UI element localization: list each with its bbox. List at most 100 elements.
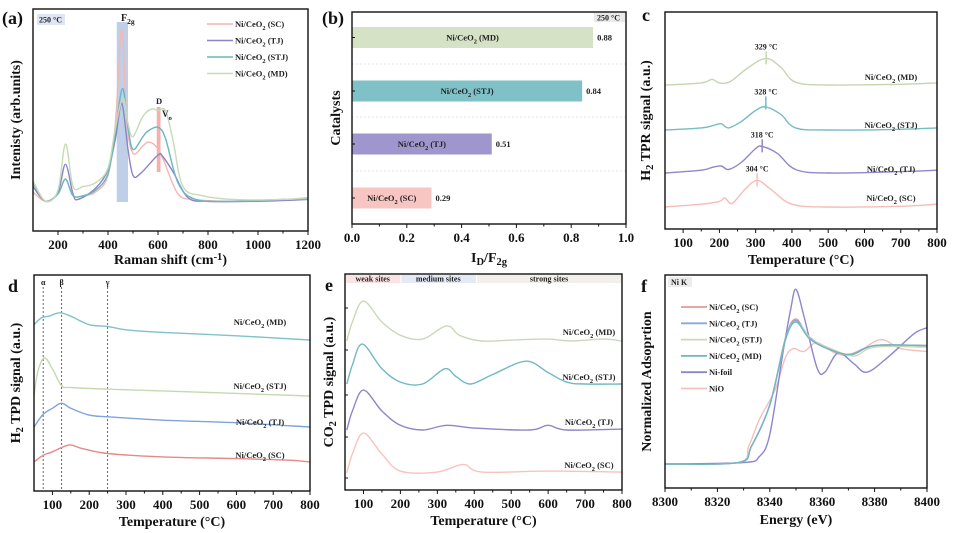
series-line: [33, 402, 311, 428]
x-tick-label: 200: [79, 497, 99, 512]
x-axis-label: Temperature (°C): [119, 515, 226, 530]
bar-category-label: Ni/CeO2 (SC): [367, 193, 416, 206]
legend-label: Ni/CeO2 (MD): [235, 69, 288, 82]
x-tick-label: 0.2: [399, 230, 415, 245]
x-tick-label: 500: [190, 497, 210, 512]
x-tick-label: 600: [855, 235, 875, 250]
legend-label: Ni/CeO2 (STJ): [709, 335, 762, 348]
f2g-label: F2g: [121, 13, 135, 26]
x-tick-label: 300: [116, 497, 136, 512]
edge-label: Ni K: [671, 278, 688, 287]
x-tick-label: 800: [612, 496, 632, 511]
vo-label: Vo: [162, 109, 173, 122]
x-tick-label: 800: [300, 497, 320, 512]
plot-frame: [32, 8, 309, 232]
x-tick-label: 600: [227, 497, 247, 512]
panel-a: (a) 200 400 600 800 1000 1200 250 °C F2g DVo Ni/Ce…: [2, 8, 321, 268]
x-tick-label: 100: [673, 235, 693, 250]
peak-label: 304 °C: [746, 164, 769, 173]
reference-label: β: [59, 278, 63, 287]
condition-label: 250 °C: [39, 16, 62, 25]
y-axis-label: H2 TPR signal (a.u.): [639, 60, 656, 181]
x-tick-label: 100: [43, 497, 63, 512]
legend-label: Ni/CeO2 (SC): [235, 19, 284, 32]
condition-label: 250 °C: [597, 14, 620, 23]
y-axis-label: H2 TPD signal (a.u.): [9, 322, 26, 443]
x-axis-label: Temperature (°C): [748, 253, 855, 268]
panel-label: c: [642, 5, 650, 25]
peak-label: 318 °C: [751, 130, 774, 139]
y-axis-label-wrap: Intenisty (arb.units): [9, 60, 24, 180]
x-tick-label: 400: [782, 235, 802, 250]
series-line: [33, 312, 311, 341]
bar-niceostj: [352, 80, 583, 102]
panel-f: f 8300 8320 8340 8360 8380 8400 Ni K Ni/CeO2 (SC…: [640, 274, 940, 528]
bar-category-label: Ni/CeO2 (MD): [446, 33, 499, 46]
series-line-nifoil: [664, 288, 928, 465]
x-tick-label: 700: [891, 235, 911, 250]
series-label: Ni/CeO2 (TJ): [236, 417, 284, 430]
condition-box: [37, 14, 65, 25]
series-line: [664, 57, 938, 86]
plot-frame: [664, 11, 938, 230]
condition-box: [594, 13, 625, 22]
reference-label: α: [41, 278, 46, 287]
x-tick-label: 0.0: [344, 230, 360, 245]
x-tick-label: 1000: [245, 237, 271, 252]
x-axis-label: Energy (eV): [760, 513, 833, 528]
y-axis-label-wrap: Catalysts: [329, 90, 344, 146]
x-tick-label: 200: [48, 237, 68, 252]
x-tick-label: 300: [746, 235, 766, 250]
region-label: strong sites: [530, 275, 568, 284]
series-line-niceotj: [32, 102, 309, 203]
panel-d: d α β γ Ni/CeO2 (MD) Ni/CeO2 (STJ) Ni/CeO2 (TJ…: [8, 274, 320, 530]
panel-label: e: [325, 275, 333, 295]
series-line-niceomd: [32, 96, 309, 203]
panel-e: e weak sites medium sites strong sites Ni/Ce…: [322, 273, 632, 529]
bar-value-label: 0.88: [597, 33, 612, 43]
x-tick-label: 300: [428, 496, 448, 511]
bar-niceotj: [352, 133, 492, 155]
legend-label: Ni/CeO2 (TJ): [235, 36, 283, 49]
panel-label: f: [641, 276, 648, 296]
legend-label: Ni/CeO2 (MD): [709, 351, 762, 364]
d-band: [156, 107, 161, 172]
series-line: [346, 300, 623, 342]
series-label: Ni/CeO2 (SC): [564, 460, 613, 473]
x-tick-label: 700: [575, 496, 595, 511]
peak-label: 329 °C: [755, 42, 778, 51]
series-line: [346, 343, 623, 386]
series-line: [346, 432, 623, 474]
series-label: Ni/CeO2 (SC): [866, 193, 915, 206]
region-band: [346, 275, 401, 283]
x-tick-label: 8320: [704, 494, 730, 509]
y-axis-label-wrap: CO2 TPD signal (a.u.): [322, 316, 339, 447]
x-tick-label: 800: [927, 235, 947, 250]
f2g-band: [116, 22, 128, 202]
x-tick-label: 400: [465, 496, 485, 511]
series-label: Ni/CeO2 (STJ): [233, 381, 286, 394]
series-label: Ni/CeO2 (MD): [865, 72, 918, 85]
x-tick-label: 500: [818, 235, 838, 250]
bar-value-label: 0.29: [435, 193, 450, 203]
x-tick-label: 1.0: [618, 230, 634, 245]
region-band: [401, 275, 477, 283]
bar-niceosc: [352, 187, 432, 209]
y-axis-label: Intenisty (arb.units): [9, 60, 24, 180]
legend-label: Ni/CeO2 (STJ): [235, 52, 288, 65]
x-tick-label: 8380: [862, 494, 888, 509]
series-line-niceostj: [32, 87, 309, 203]
y-axis-label: Catalysts: [329, 90, 344, 146]
panel-b: (b) Ni/CeO2 (MD) 0.88 Ni/CeO2 (STJ) 0.84 Ni/C…: [322, 8, 634, 268]
plot-frame: [33, 274, 311, 492]
series-label: Ni/CeO2 (STJ): [562, 372, 615, 385]
series-label: Ni/CeO2 (TJ): [565, 417, 613, 430]
x-tick-label: 8360: [809, 494, 835, 509]
bar-niceomd: [352, 27, 594, 48]
legend-label: NiO: [709, 384, 725, 394]
bar-category-label: Ni/CeO2 (STJ): [441, 86, 494, 99]
x-tick-label: 8300: [652, 494, 678, 509]
x-tick-label: 600: [538, 496, 558, 511]
legend-label: Ni/CeO2 (SC): [709, 302, 758, 315]
